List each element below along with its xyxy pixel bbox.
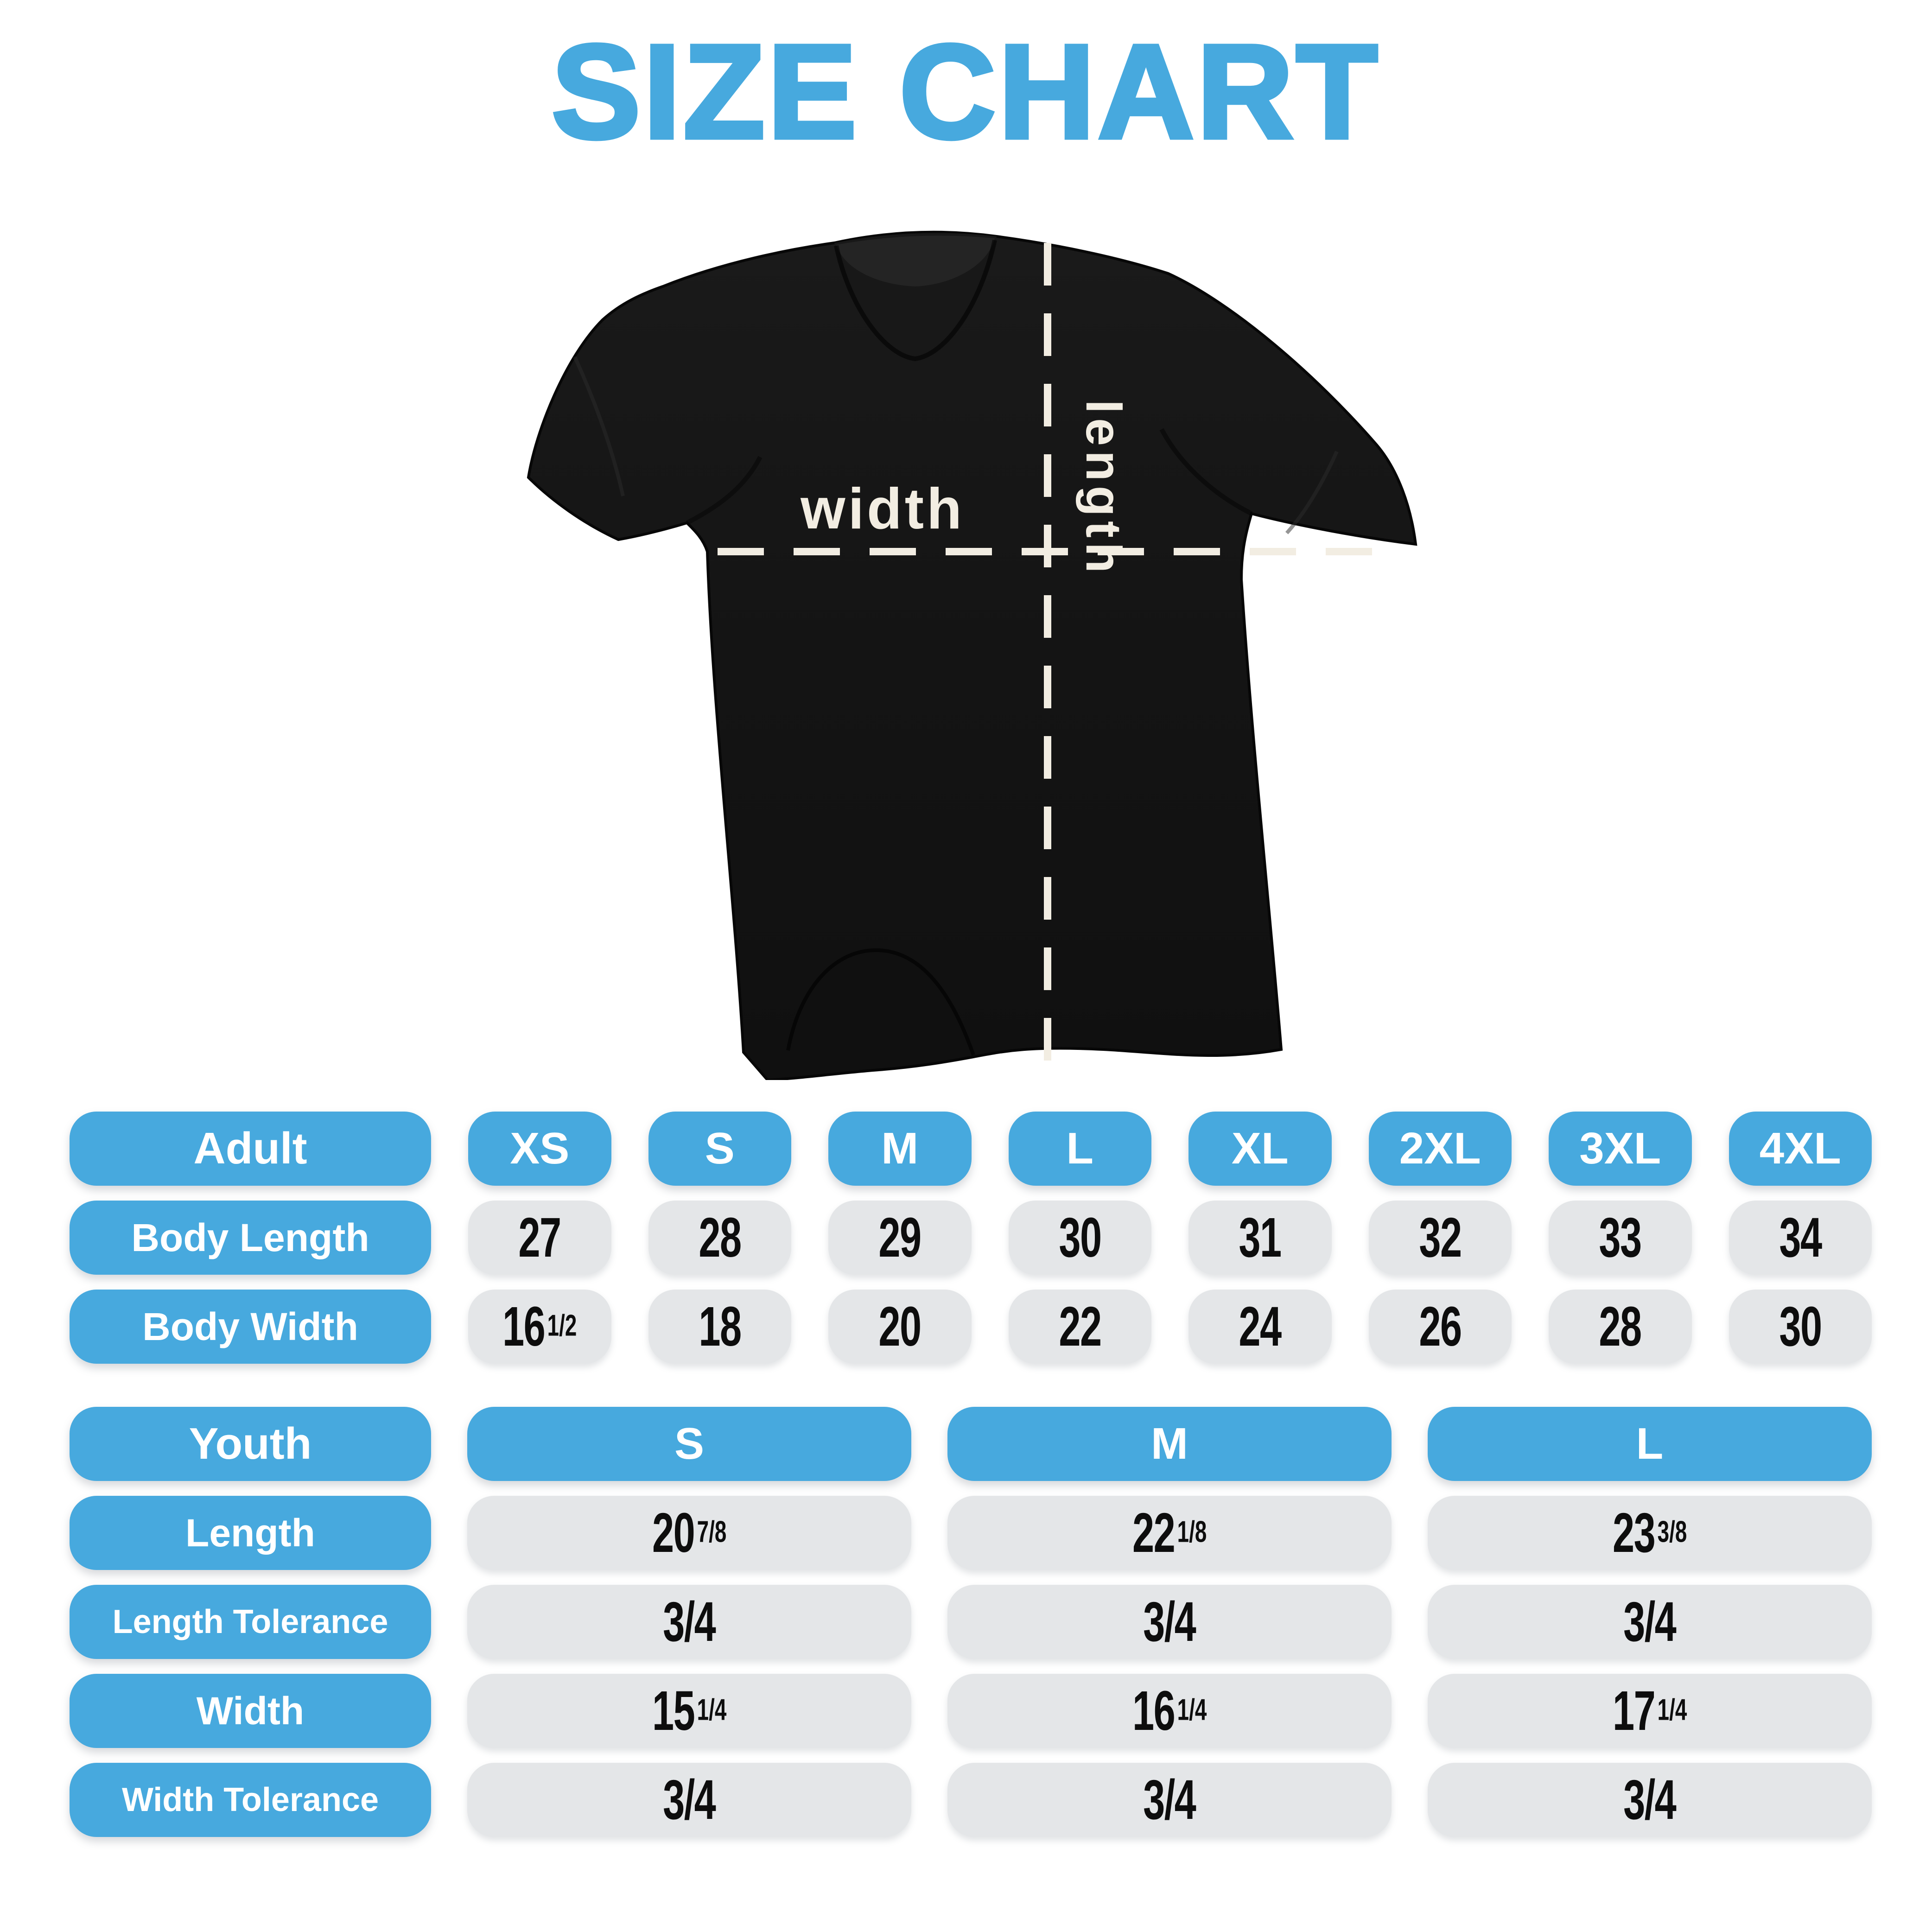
cell-value: 171/4 [1612,1679,1687,1742]
cell-value: 151/4 [652,1679,727,1742]
cell-value: 161/2 [502,1295,577,1358]
size-value-cell: 171/4 [1428,1674,1872,1748]
size-value-cell: 3/4 [467,1763,911,1837]
size-value-cell: 233/8 [1428,1496,1872,1570]
row-label-length-tolerance: Length Tolerance [70,1585,431,1659]
size-value-cell: 22 [1008,1290,1151,1364]
adult-size-table: Adult XS S M L XL 2XL 3XL 4XL Body Lengt… [70,1112,1872,1364]
row-label-length: Length [70,1496,431,1570]
cell-value: 30 [1779,1295,1822,1358]
size-value-cell: 29 [828,1201,972,1275]
cell-value: 3/4 [1143,1768,1196,1831]
size-value-cell: 3/4 [947,1585,1392,1659]
cell-value: 28 [699,1206,742,1269]
cell-value: 32 [1419,1206,1462,1269]
row-label-body-length: Body Length [70,1201,431,1275]
cell-value: 233/8 [1612,1501,1687,1564]
size-header-xl: XL [1188,1112,1332,1186]
tshirt-silhouette [527,230,1417,1080]
size-value-cell: 221/8 [947,1496,1392,1570]
adult-group-header-pill: Adult [70,1112,431,1186]
cell-value: 27 [518,1206,562,1269]
cell-value: 3/4 [1623,1590,1677,1653]
size-value-cell: 28 [648,1201,791,1275]
row-label-body-width: Body Width [70,1290,431,1364]
size-value-cell: 207/8 [467,1496,911,1570]
size-value-cell: 3/4 [467,1585,911,1659]
size-value-cell: 161/4 [947,1674,1392,1748]
length-label: length [1076,400,1132,578]
size-value-cell: 20 [828,1290,972,1364]
fold-crease-right-sleeve [1285,451,1339,534]
cell-value: 3/4 [1623,1768,1677,1831]
size-value-cell: 31 [1188,1201,1332,1275]
cell-value: 30 [1059,1206,1102,1269]
cell-value: 20 [878,1295,922,1358]
size-header-m: M [828,1112,972,1186]
youth-size-header-m: M [947,1407,1392,1481]
row-label-width: Width [70,1674,431,1748]
size-value-cell: 28 [1549,1290,1692,1364]
cell-value: 33 [1599,1206,1642,1269]
cell-value: 29 [878,1206,922,1269]
size-header-3xl: 3XL [1549,1112,1692,1186]
fold-crease-left-underarm [686,456,763,525]
fold-crease-right-underarm [1159,428,1253,516]
collar-back-band [836,235,995,286]
cell-value: 18 [699,1295,742,1358]
cell-value: 161/4 [1132,1679,1207,1742]
hem-fold-arch [786,948,975,1056]
cell-value: 3/4 [1143,1590,1196,1653]
cell-value: 3/4 [663,1590,716,1653]
size-value-cell: 18 [648,1290,791,1364]
size-value-cell: 27 [468,1201,611,1275]
size-header-2xl: 2XL [1368,1112,1512,1186]
cell-value: 28 [1599,1295,1642,1358]
size-value-cell: 32 [1368,1201,1512,1275]
size-value-cell: 26 [1368,1290,1512,1364]
size-value-cell: 3/4 [1428,1585,1872,1659]
cell-value: 221/8 [1132,1501,1207,1564]
size-header-s: S [648,1112,791,1186]
tshirt-svg: width length [527,230,1417,1080]
width-label: width [800,477,965,541]
size-value-cell: 161/2 [468,1290,611,1364]
size-value-cell: 151/4 [467,1674,911,1748]
size-value-cell: 30 [1008,1201,1151,1275]
cell-value: 3/4 [663,1768,716,1831]
youth-size-table: Youth S M L Length 207/8 221/8 233/8 Len… [70,1407,1872,1837]
collar-rib-line [834,239,997,362]
size-value-cell: 33 [1549,1201,1692,1275]
fold-crease-left-sleeve [573,356,625,496]
page-title: SIZE CHART [550,17,1380,166]
youth-size-header-s: S [467,1407,911,1481]
size-value-cell: 34 [1729,1201,1872,1275]
cell-value: 26 [1419,1295,1462,1358]
size-value-cell: 30 [1729,1290,1872,1364]
size-header-l: L [1008,1112,1151,1186]
size-header-4xl: 4XL [1729,1112,1872,1186]
cell-value: 31 [1239,1206,1282,1269]
size-value-cell: 24 [1188,1290,1332,1364]
row-label-width-tolerance: Width Tolerance [70,1763,431,1837]
tshirt-diagram: width length [510,218,1428,1080]
cell-value: 24 [1239,1295,1282,1358]
cell-value: 22 [1059,1295,1102,1358]
size-value-cell: 3/4 [1428,1763,1872,1837]
size-value-cell: 3/4 [947,1763,1392,1837]
youth-size-header-l: L [1428,1407,1872,1481]
cell-value: 207/8 [652,1501,727,1564]
youth-group-header-pill: Youth [70,1407,431,1481]
cell-value: 34 [1779,1206,1822,1269]
size-header-xs: XS [468,1112,611,1186]
